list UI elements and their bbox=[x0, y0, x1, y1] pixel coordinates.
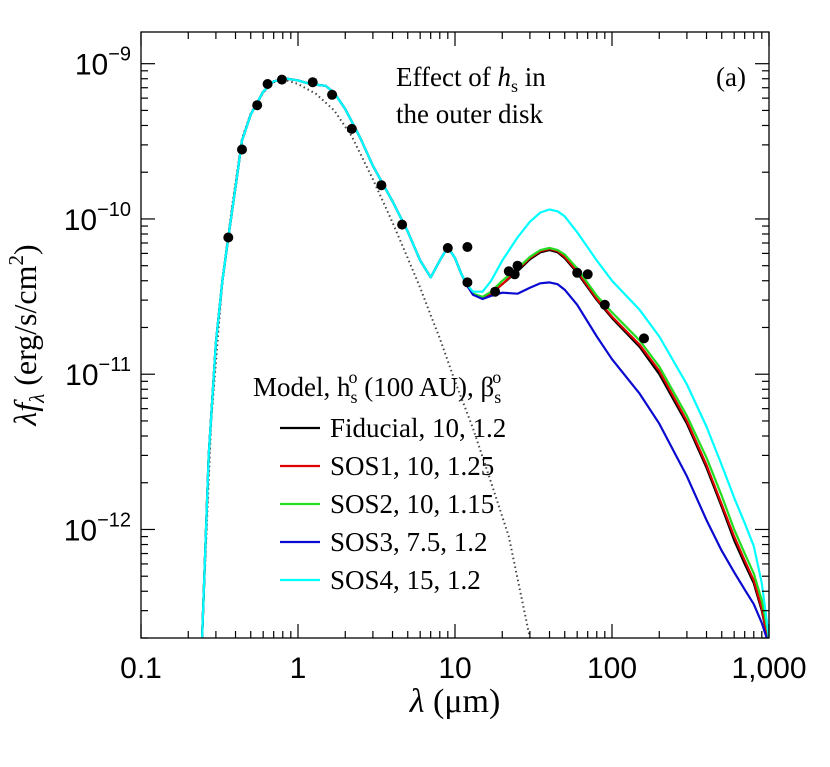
y-tick-label: 10−9 bbox=[75, 44, 131, 82]
series-line-sos1 bbox=[201, 77, 769, 638]
legend-entries: Fiducial, 10, 1.2 SOS1, 10, 1.25 SOS2, 10,… bbox=[280, 413, 506, 595]
photometry-layer bbox=[223, 74, 649, 344]
x-tick-label: 10 bbox=[438, 652, 471, 685]
photometry-point bbox=[582, 269, 593, 280]
legend-label: SOS3, 7.5, 1.2 bbox=[330, 527, 488, 557]
photometry-point bbox=[462, 277, 473, 288]
photometry-point bbox=[490, 286, 501, 297]
x-tick-label: 0.1 bbox=[120, 652, 162, 685]
series-layer bbox=[201, 77, 769, 638]
legend-label: SOS4, 15, 1.2 bbox=[330, 565, 481, 595]
annotation-line1: Effect of hs in bbox=[396, 62, 546, 96]
photometry-point bbox=[599, 299, 610, 310]
legend-label: SOS1, 10, 1.25 bbox=[330, 451, 494, 481]
x-tick-label: 1,000 bbox=[731, 652, 806, 685]
photometry-point bbox=[237, 144, 247, 155]
photometry-point bbox=[276, 74, 287, 85]
annotation: Effect of hs in the outer disk bbox=[396, 62, 546, 129]
photometry-point bbox=[572, 267, 583, 278]
photometry-point bbox=[512, 260, 523, 271]
photometry-point bbox=[397, 219, 408, 230]
x-tick-label: 100 bbox=[587, 652, 637, 685]
photometry-point bbox=[376, 180, 387, 191]
y-tick-label: 10−12 bbox=[64, 509, 131, 547]
ticks-layer: 0.1 1 10 100 1,000 10−9 10−10 10−11 10−12 bbox=[64, 32, 807, 685]
photometry-point bbox=[639, 333, 649, 344]
x-axis-label: λ (μm) bbox=[409, 683, 501, 720]
photometry-point bbox=[462, 242, 473, 252]
panel-label: (a) bbox=[716, 62, 746, 92]
y-tick-label: 10−10 bbox=[64, 199, 131, 237]
photometry-point bbox=[442, 243, 453, 253]
series-line-fiducial bbox=[201, 77, 769, 638]
photometry-point bbox=[346, 123, 357, 134]
photosphere-layer bbox=[201, 79, 531, 638]
legend-label: SOS2, 10, 1.15 bbox=[330, 489, 494, 519]
legend: Model, hso (100 AU), βso Fiducial, 10, 1… bbox=[253, 367, 506, 595]
photometry-point bbox=[252, 100, 263, 111]
x-tick-label: 1 bbox=[290, 652, 307, 685]
photometry-point bbox=[307, 77, 318, 88]
annotation-line2: the outer disk bbox=[396, 99, 543, 129]
series-line-sos4 bbox=[201, 77, 769, 638]
y-axis-label: λfλ (erg/s/cm2) bbox=[4, 244, 49, 426]
series-line-sos3 bbox=[201, 77, 768, 638]
photometry-point bbox=[262, 79, 273, 89]
photometry-point bbox=[509, 269, 520, 280]
legend-label: Fiducial, 10, 1.2 bbox=[330, 413, 506, 443]
legend-title: Model, hso (100 AU), βso bbox=[253, 367, 501, 407]
y-tick-label: 10−11 bbox=[65, 354, 131, 392]
photometry-point bbox=[327, 89, 338, 100]
photosphere-line bbox=[201, 79, 531, 638]
photometry-point bbox=[223, 232, 234, 243]
